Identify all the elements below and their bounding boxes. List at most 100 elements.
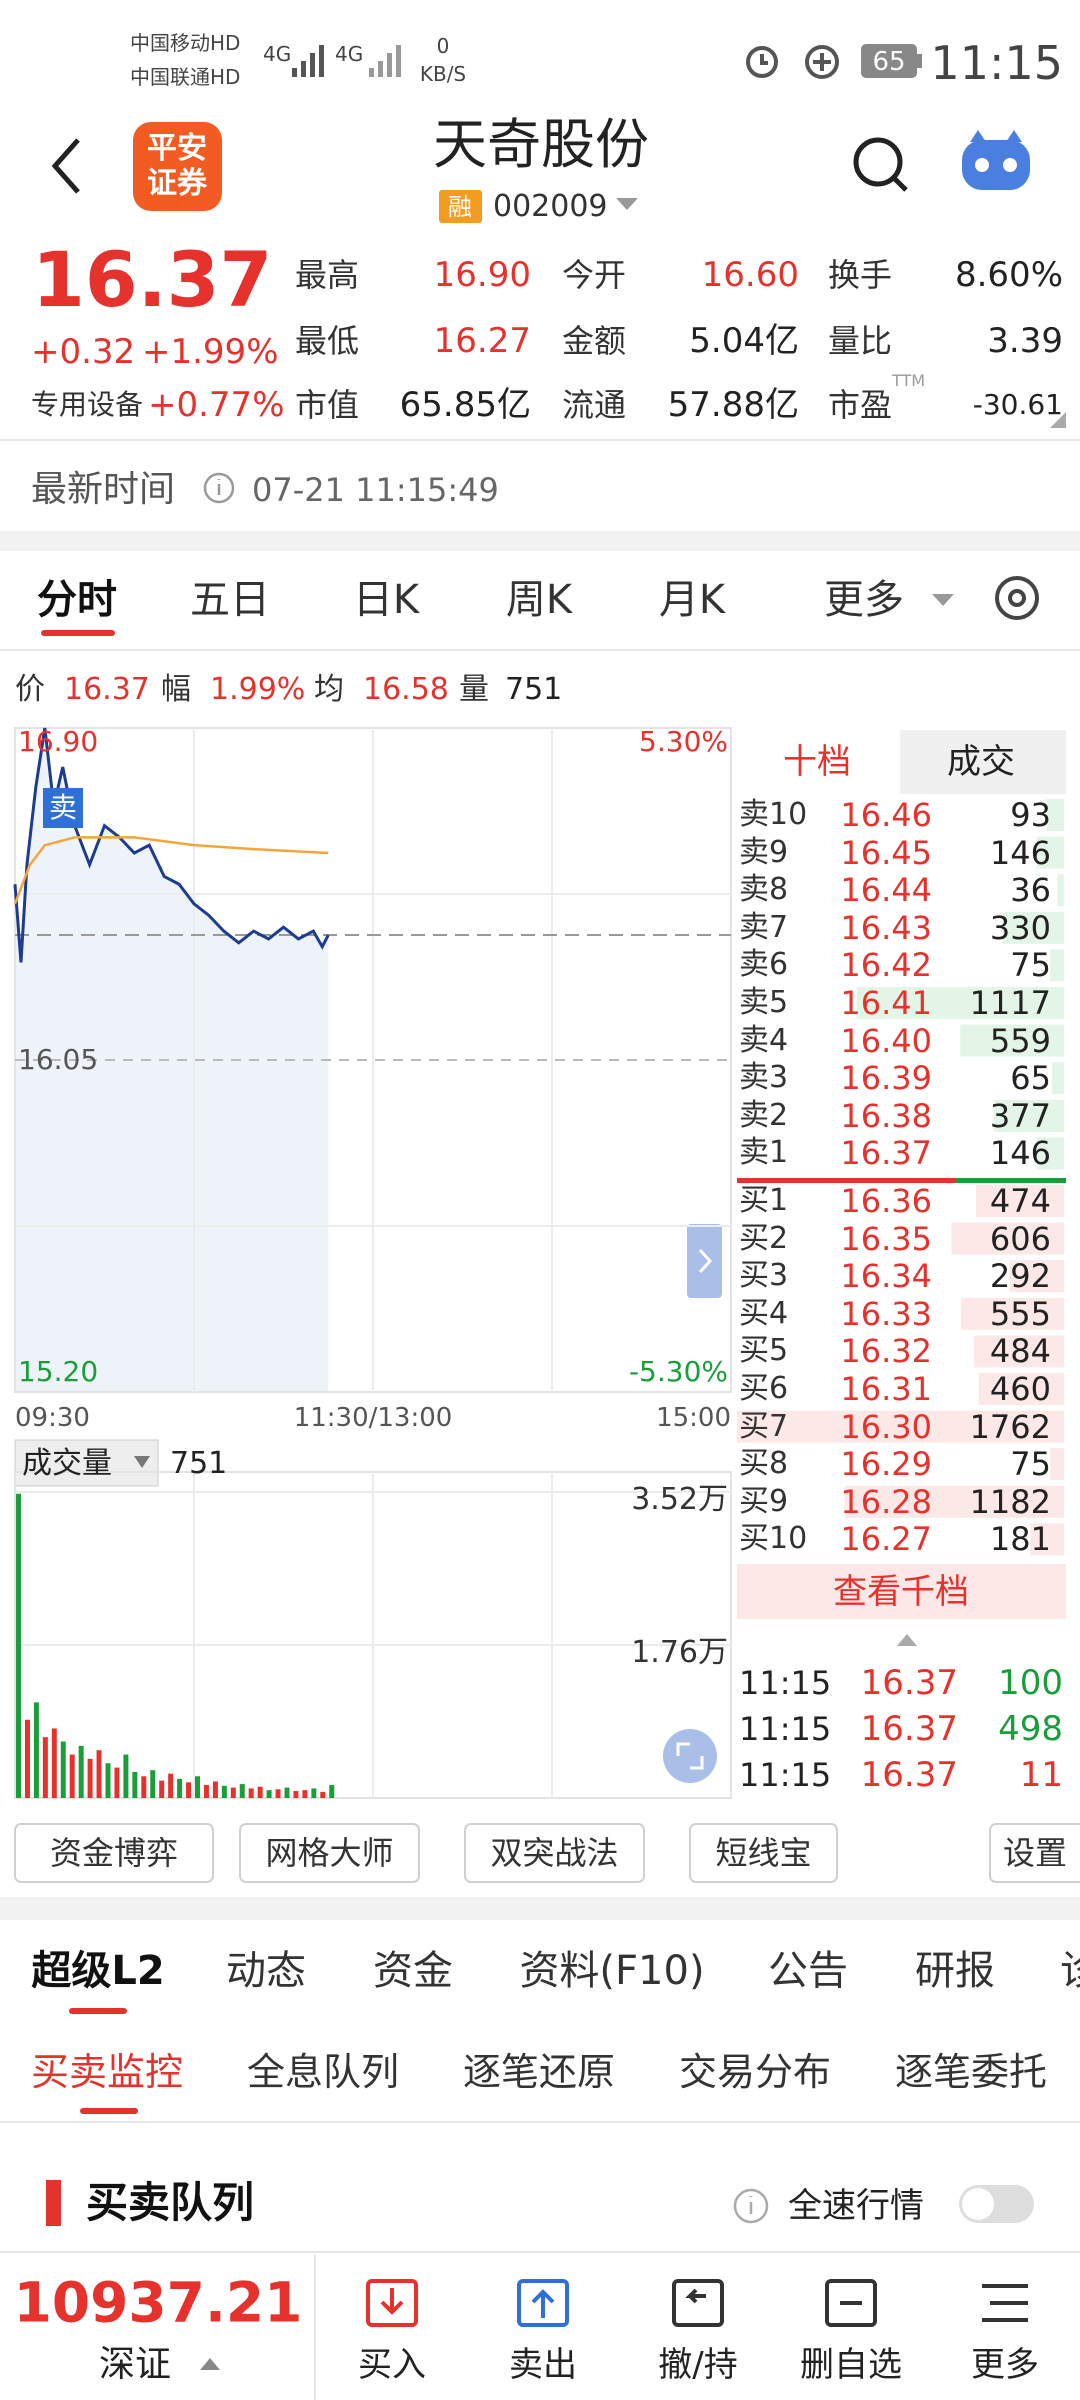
action-label[interactable]: 更多 bbox=[971, 2345, 1039, 2385]
cancel-icon[interactable] bbox=[672, 2279, 724, 2327]
tool-label[interactable]: 网格大师 bbox=[265, 1834, 394, 1872]
stat-label: 量比 bbox=[828, 322, 893, 360]
action-label[interactable]: 删自选 bbox=[800, 2345, 902, 2385]
stock-name: 天奇股份 bbox=[433, 113, 649, 176]
more-levels[interactable]: 查看千档 bbox=[833, 1572, 969, 1612]
volume-label[interactable]: 成交量 bbox=[22, 1446, 112, 1481]
section-tab[interactable]: 动态 bbox=[226, 1948, 306, 1994]
dropdown-icon[interactable] bbox=[616, 198, 638, 210]
sub-tab[interactable]: 逐笔委托 bbox=[894, 2050, 1048, 2094]
carrier: 中国移动HD bbox=[130, 31, 241, 55]
chart-tab[interactable]: 更多 bbox=[824, 577, 904, 623]
chart-tab[interactable]: 周K bbox=[505, 577, 573, 623]
more-icon[interactable] bbox=[982, 2284, 1028, 2322]
chart-tab[interactable]: 分时 bbox=[37, 577, 117, 623]
level-volume: 330 bbox=[989, 908, 1051, 947]
x-tick-label: 09:30 bbox=[15, 1403, 90, 1433]
collapse-icon[interactable] bbox=[897, 1634, 917, 1646]
change: +0.32 bbox=[31, 332, 136, 372]
action-label[interactable]: 卖出 bbox=[509, 2345, 577, 2385]
speed: 0 bbox=[436, 34, 450, 58]
level-volume: 484 bbox=[989, 1332, 1051, 1371]
trade-volume: 11 bbox=[1019, 1755, 1063, 1795]
depth-bar bbox=[1050, 1448, 1064, 1481]
speed-unit: KB/S bbox=[419, 62, 467, 86]
assistant-icon[interactable] bbox=[962, 130, 1030, 190]
remove-icon[interactable] bbox=[825, 2279, 877, 2327]
level-price: 16.37 bbox=[840, 1134, 932, 1173]
index-name[interactable]: 深证 bbox=[98, 2344, 172, 2385]
sub-tab[interactable]: 逐笔还原 bbox=[462, 2050, 616, 2094]
action-label[interactable]: 撤/持 bbox=[658, 2345, 738, 2385]
info-value: 16.37 bbox=[64, 672, 150, 707]
average-line bbox=[13, 836, 329, 905]
section-tab[interactable]: 超级L2 bbox=[31, 1948, 165, 1994]
volume-selector[interactable] bbox=[14, 1439, 159, 1487]
tool-label[interactable]: 双突战法 bbox=[490, 1834, 619, 1872]
tool-button[interactable] bbox=[464, 1823, 645, 1883]
annotation: 卖 bbox=[48, 791, 78, 824]
section-tab[interactable]: 研报 bbox=[915, 1948, 995, 1994]
level-label: 卖9 bbox=[739, 834, 789, 870]
info-icon[interactable] bbox=[203, 472, 235, 504]
level-volume: 559 bbox=[989, 1021, 1051, 1060]
sub-tab[interactable]: 买卖监控 bbox=[30, 2050, 184, 2094]
depth-bar bbox=[976, 1185, 1064, 1217]
book-tab[interactable]: 成交 bbox=[947, 742, 1015, 782]
sub-tab[interactable]: 交易分布 bbox=[678, 2050, 832, 2094]
logo-text: 平安 bbox=[147, 131, 207, 166]
stat-value: 3.39 bbox=[987, 321, 1063, 361]
tool-button[interactable] bbox=[689, 1823, 838, 1883]
sub-tab[interactable]: 全息队列 bbox=[246, 2050, 400, 2094]
tool-button[interactable] bbox=[239, 1823, 420, 1883]
more-levels-bg[interactable] bbox=[737, 1564, 1066, 1619]
buy-icon[interactable] bbox=[366, 2279, 418, 2327]
chart-tab[interactable]: 月K bbox=[658, 577, 726, 623]
chart-tab[interactable]: 日K bbox=[352, 577, 420, 623]
level-price: 16.43 bbox=[840, 908, 932, 947]
stat-label: 市值 bbox=[295, 386, 360, 424]
depth-bar bbox=[1002, 911, 1064, 944]
level-volume: 606 bbox=[989, 1219, 1051, 1258]
tool-button[interactable] bbox=[989, 1823, 1080, 1883]
sell-icon[interactable] bbox=[517, 2279, 569, 2327]
tool-label[interactable]: 设置 bbox=[1002, 1834, 1068, 1872]
section-tab[interactable]: 资金 bbox=[373, 1948, 453, 1994]
chart-tab[interactable]: 五日 bbox=[190, 577, 270, 623]
expand-panel[interactable] bbox=[687, 1224, 722, 1298]
stat-value: 57.88亿 bbox=[667, 385, 799, 425]
back-button[interactable] bbox=[51, 138, 80, 194]
depth-bar bbox=[1046, 799, 1064, 831]
trade-time: 11:15 bbox=[739, 1664, 832, 1702]
level-label: 买3 bbox=[739, 1258, 789, 1294]
tool-label[interactable]: 短线宝 bbox=[715, 1834, 812, 1872]
stat-label: 最低 bbox=[295, 322, 360, 360]
dropdown-icon[interactable] bbox=[932, 594, 954, 606]
section-tab[interactable]: 资料(F10) bbox=[519, 1948, 705, 1994]
time-label: 最新时间 bbox=[31, 469, 176, 510]
book-tab[interactable]: 十档 bbox=[783, 742, 851, 782]
y2-tick-label: -5.30% bbox=[628, 1355, 728, 1388]
toggle-knob bbox=[962, 2188, 994, 2220]
info-icon[interactable] bbox=[733, 2188, 769, 2224]
volume-value: 751 bbox=[170, 1446, 228, 1481]
fullscreen-button[interactable] bbox=[663, 1729, 717, 1783]
search-button[interactable] bbox=[853, 137, 908, 192]
battery-tip bbox=[917, 54, 922, 68]
section-tab[interactable]: 诊 bbox=[1060, 1951, 1080, 1991]
section-tab[interactable]: 公告 bbox=[768, 1948, 848, 1994]
price: 16.37 bbox=[32, 235, 273, 324]
level-label: 卖8 bbox=[739, 872, 789, 908]
tool-button[interactable] bbox=[14, 1823, 214, 1883]
volume-bar bbox=[266, 1790, 272, 1798]
level-label: 卖7 bbox=[739, 909, 789, 945]
depth-bar bbox=[994, 1099, 1064, 1132]
expand-icon[interactable] bbox=[200, 2358, 220, 2370]
tool-label[interactable]: 资金博弈 bbox=[49, 1834, 179, 1872]
x-tick-label: 11:30/13:00 bbox=[293, 1403, 453, 1433]
trade-volume: 100 bbox=[998, 1663, 1063, 1703]
action-label[interactable]: 买入 bbox=[358, 2345, 426, 2385]
carrier: 中国联通HD bbox=[130, 65, 241, 89]
settings-button[interactable] bbox=[995, 576, 1039, 620]
